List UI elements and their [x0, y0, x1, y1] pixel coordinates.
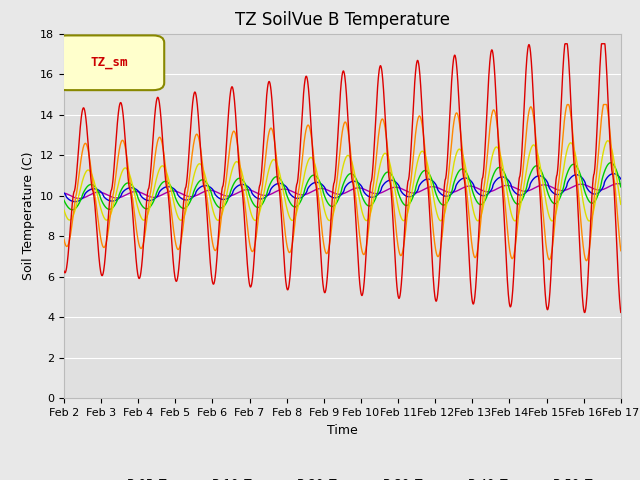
Title: TZ SoilVue B Temperature: TZ SoilVue B Temperature: [235, 11, 450, 29]
Legend: B-05_T, B-10_T, B-20_T, B-30_T, B-40_T, B-50_T: B-05_T, B-10_T, B-20_T, B-30_T, B-40_T, …: [86, 472, 598, 480]
Y-axis label: Soil Temperature (C): Soil Temperature (C): [22, 152, 35, 280]
Text: TZ_sm: TZ_sm: [91, 56, 129, 69]
FancyBboxPatch shape: [56, 36, 164, 90]
X-axis label: Time: Time: [327, 424, 358, 437]
